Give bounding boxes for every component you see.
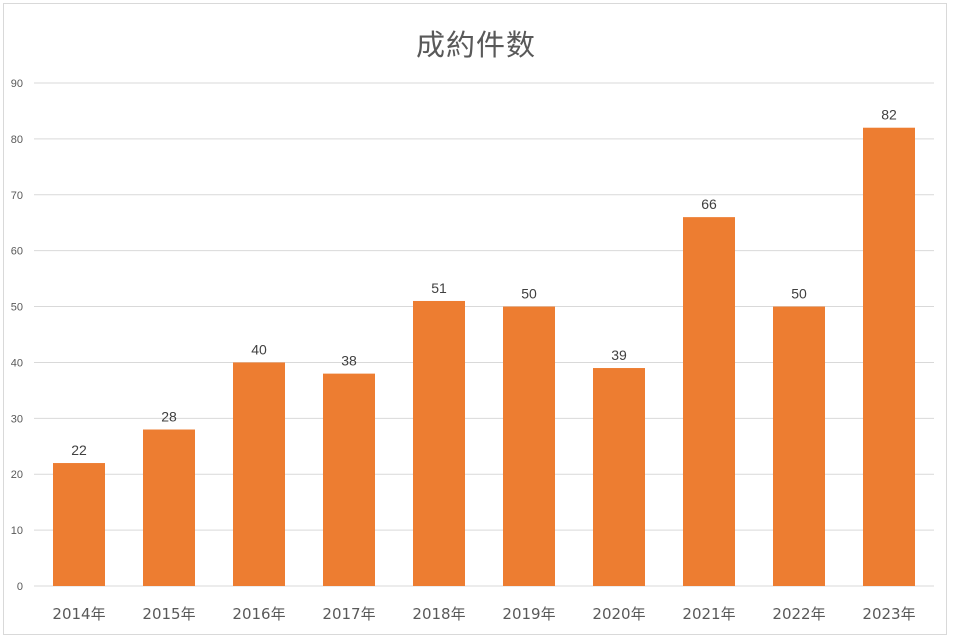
- data-label: 39: [611, 347, 627, 363]
- x-category-label: 2018年: [412, 605, 465, 623]
- x-category-label: 2019年: [502, 605, 555, 623]
- y-tick-label: 60: [11, 246, 23, 258]
- y-tick-label: 80: [11, 134, 23, 146]
- data-labels: 22 28 40 38 51 50 39 66 50 82: [71, 107, 897, 458]
- y-tick-label: 0: [17, 581, 23, 593]
- chart-title: 成約件数: [415, 28, 536, 62]
- data-label: 50: [791, 286, 807, 302]
- data-label: 28: [161, 409, 177, 425]
- bars: [53, 127, 915, 586]
- x-category-label: 2023年: [862, 605, 915, 623]
- data-label: 22: [71, 442, 87, 458]
- y-axis-tick-labels: 0 10 20 30 40 50 60 70 80 90: [11, 78, 23, 593]
- bar-2020年: [593, 368, 645, 586]
- data-label: 51: [431, 280, 447, 296]
- bar-2021年: [683, 217, 735, 586]
- x-category-label: 2016年: [232, 605, 285, 623]
- bar-2018年: [413, 300, 465, 586]
- bar-2016年: [233, 362, 285, 586]
- y-tick-label: 30: [11, 413, 23, 425]
- y-tick-label: 50: [11, 302, 23, 314]
- bar-2014年: [53, 463, 105, 586]
- data-label: 82: [881, 107, 897, 123]
- data-label: 38: [341, 353, 357, 369]
- y-tick-label: 40: [11, 357, 23, 369]
- bar-2019年: [503, 306, 555, 586]
- bar-2022年: [773, 306, 825, 586]
- x-category-label: 2021年: [682, 605, 735, 623]
- x-axis-category-labels: 2014年 2015年 2016年 2017年 2018年 2019年 2020年 2021年…: [52, 605, 915, 623]
- bar-2017年: [323, 373, 375, 586]
- y-tick-label: 10: [11, 525, 23, 537]
- data-label: 40: [251, 341, 267, 357]
- y-tick-label: 90: [11, 78, 23, 90]
- x-category-label: 2017年: [322, 605, 375, 623]
- x-category-label: 2014年: [52, 605, 105, 623]
- y-tick-label: 20: [11, 469, 23, 481]
- x-category-label: 2015年: [142, 605, 195, 623]
- data-label: 50: [521, 286, 537, 302]
- bar-2023年: [863, 127, 915, 586]
- data-label: 66: [701, 196, 717, 212]
- x-category-label: 2022年: [772, 605, 825, 623]
- x-category-label: 2020年: [592, 605, 645, 623]
- bar-2015年: [143, 429, 195, 586]
- y-tick-label: 70: [11, 190, 23, 202]
